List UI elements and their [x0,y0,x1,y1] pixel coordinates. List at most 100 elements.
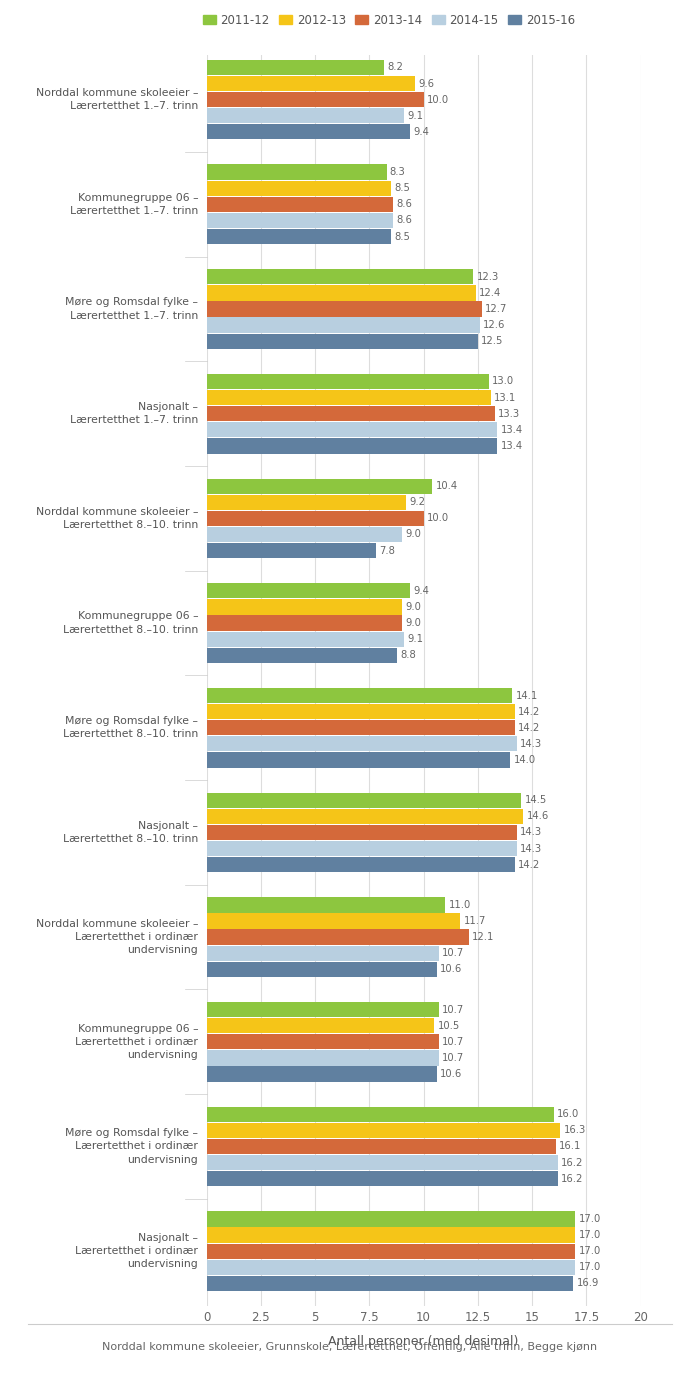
Text: 13.4: 13.4 [500,441,523,451]
Text: 9.0: 9.0 [405,618,421,627]
Text: 10.0: 10.0 [427,513,449,524]
Text: 12.3: 12.3 [477,272,499,282]
Text: 14.1: 14.1 [516,691,538,701]
Text: 8.2: 8.2 [388,62,404,72]
Bar [206,1139,556,1154]
Text: 13.1: 13.1 [494,392,517,402]
Bar [206,406,495,422]
Bar [206,390,491,405]
Text: 10.6: 10.6 [440,1070,462,1079]
Text: 16.3: 16.3 [564,1125,586,1136]
Text: 10.0: 10.0 [427,94,449,105]
Text: 10.7: 10.7 [442,1005,464,1014]
Bar [206,703,514,719]
Text: 11.7: 11.7 [463,916,486,926]
Text: 13.4: 13.4 [500,424,523,435]
Bar [206,543,376,558]
Text: Norddal kommune skoleeier, Grunnskole, Lærertetthet, Offentlig, Alle trinn, Begg: Norddal kommune skoleeier, Grunnskole, L… [102,1342,598,1352]
Text: 16.2: 16.2 [561,1158,584,1168]
Bar [206,615,402,630]
Text: 14.0: 14.0 [514,755,536,766]
Bar [206,1227,575,1242]
Bar [206,511,424,527]
Bar [206,93,424,108]
Text: 9.0: 9.0 [405,529,421,539]
Text: 9.0: 9.0 [405,603,421,612]
Bar [206,76,415,91]
Text: 14.2: 14.2 [518,723,540,732]
Text: 14.2: 14.2 [518,860,540,869]
Text: 11.0: 11.0 [449,900,470,909]
Bar [206,124,410,140]
Bar [206,1019,434,1034]
Text: 12.1: 12.1 [473,931,495,943]
Text: 14.6: 14.6 [526,811,549,821]
Text: 10.7: 10.7 [442,1036,464,1046]
Text: 10.7: 10.7 [442,948,464,958]
Bar [206,1244,575,1259]
Text: 13.3: 13.3 [498,409,521,419]
Text: 10.4: 10.4 [435,481,458,491]
Bar [206,632,404,647]
Bar [206,422,497,438]
Bar [206,213,393,228]
Text: 17.0: 17.0 [579,1230,601,1240]
Text: 7.8: 7.8 [379,546,395,556]
Text: 17.0: 17.0 [579,1262,601,1273]
Bar [206,59,384,75]
Bar [206,1259,575,1274]
Bar [206,527,402,542]
Bar [206,1050,439,1066]
Bar [206,720,514,735]
Text: 10.7: 10.7 [442,1053,464,1063]
Text: 10.5: 10.5 [438,1021,460,1031]
Bar [206,1002,439,1017]
Text: 16.1: 16.1 [559,1142,582,1151]
Text: 8.6: 8.6 [396,216,412,225]
Bar [206,1034,439,1049]
Text: 8.8: 8.8 [400,651,416,661]
Text: 9.4: 9.4 [414,127,430,137]
Text: 13.0: 13.0 [492,376,514,387]
Bar [206,737,517,752]
Text: 14.2: 14.2 [518,706,540,717]
Bar [206,897,445,912]
Text: 8.3: 8.3 [390,167,405,177]
Text: 9.1: 9.1 [407,634,424,644]
Text: 8.5: 8.5 [394,232,410,242]
Text: 14.3: 14.3 [520,828,542,837]
Bar [206,945,439,960]
Text: 8.6: 8.6 [396,199,412,209]
Text: 14.3: 14.3 [520,739,542,749]
Text: 12.5: 12.5 [481,336,503,347]
Bar [206,318,480,333]
Bar [206,301,482,316]
Text: 8.5: 8.5 [394,184,410,193]
Bar [206,108,404,123]
Text: 9.6: 9.6 [418,79,434,88]
Bar [206,792,522,808]
Text: 12.4: 12.4 [479,287,501,299]
Bar [206,688,512,703]
Text: 14.5: 14.5 [524,795,547,806]
Bar [206,333,478,348]
Text: 17.0: 17.0 [579,1247,601,1256]
Bar [206,583,410,598]
Text: 16.2: 16.2 [561,1173,584,1183]
Bar [206,1171,558,1186]
Bar [206,648,398,663]
Text: 12.7: 12.7 [485,304,508,314]
Bar [206,857,514,872]
Text: 9.1: 9.1 [407,111,424,120]
Bar [206,930,469,945]
Bar [206,438,497,453]
Bar [206,825,517,840]
Text: 10.6: 10.6 [440,965,462,974]
Bar [206,962,437,977]
Bar [206,1067,437,1082]
Legend: 2011-12, 2012-13, 2013-14, 2014-15, 2015-16: 2011-12, 2012-13, 2013-14, 2014-15, 2015… [203,14,575,26]
Text: 12.6: 12.6 [483,321,505,330]
Text: 16.9: 16.9 [577,1278,599,1288]
Bar [206,181,391,196]
Bar [206,164,386,180]
